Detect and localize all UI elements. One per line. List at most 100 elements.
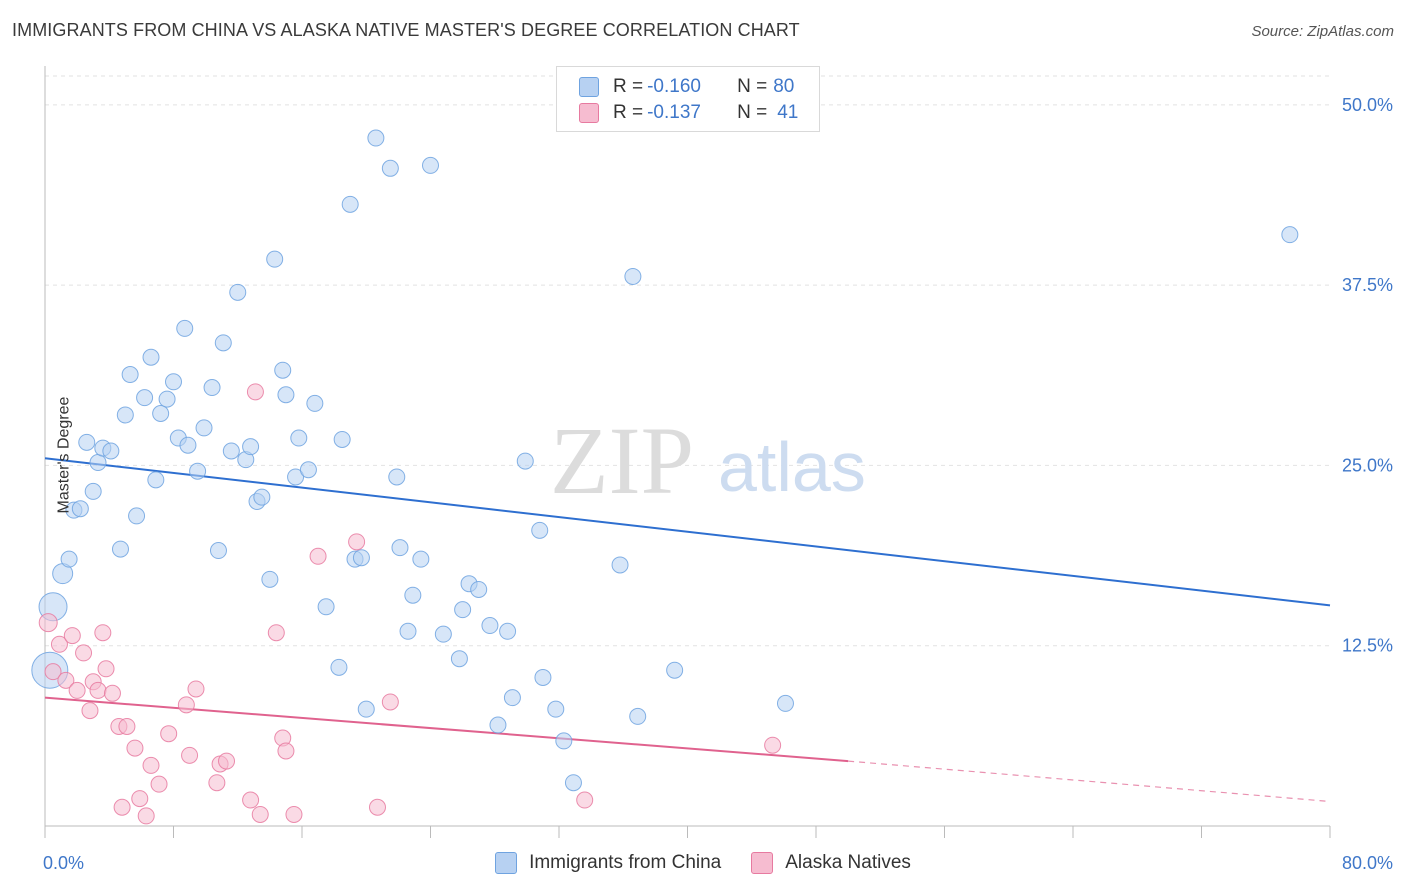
legend-r-label: R = <box>613 102 644 123</box>
legend-n-label: N = <box>737 76 768 97</box>
data-point-alaska <box>267 624 285 642</box>
data-point-china <box>629 707 647 725</box>
data-point-alaska <box>150 775 168 793</box>
y-tick-label: 25.0% <box>1342 455 1393 475</box>
data-point-china <box>203 379 221 397</box>
series-legend-china: Immigrants from China <box>495 852 721 874</box>
data-point-alaska <box>381 693 399 711</box>
data-point-china <box>290 429 308 447</box>
data-point-china <box>776 694 794 712</box>
data-point-china <box>274 361 292 379</box>
legend-r-label: R = <box>613 76 644 97</box>
data-point-alaska <box>113 798 131 816</box>
data-point-china <box>516 452 534 470</box>
data-point-china <box>102 442 120 460</box>
data-point-china <box>624 267 642 285</box>
data-point-china <box>317 598 335 616</box>
data-point-china <box>367 129 385 147</box>
data-point-alaska <box>309 547 327 565</box>
data-point-alaska <box>103 684 121 702</box>
data-point-china <box>564 774 582 792</box>
data-point-china <box>450 650 468 668</box>
data-point-china <box>341 195 359 213</box>
data-point-china <box>60 550 78 568</box>
data-point-china <box>176 319 194 337</box>
data-point-alaska <box>160 725 178 743</box>
data-point-alaska <box>181 746 199 764</box>
data-points <box>31 129 1299 825</box>
data-point-alaska <box>137 807 155 825</box>
data-point-china <box>534 668 552 686</box>
data-point-alaska <box>142 756 160 774</box>
data-point-china <box>422 156 439 174</box>
data-point-alaska <box>285 805 303 823</box>
data-point-china <box>481 617 499 635</box>
legend-r-value-alaska: -0.137 <box>647 102 701 123</box>
series-legend-alaska: Alaska Natives <box>751 852 911 874</box>
legend-row-alaska: R = -0.137 N = 41 <box>579 101 798 125</box>
legend-n-value-china: 80 <box>773 76 795 97</box>
data-point-china <box>352 549 370 567</box>
watermark-zip: ZIP <box>550 407 694 514</box>
data-point-alaska <box>242 791 260 809</box>
data-point-china <box>84 482 102 500</box>
data-point-china <box>71 500 89 518</box>
data-point-alaska <box>764 736 782 754</box>
y-axis-label: Master's Degree <box>55 396 73 514</box>
series-swatch-china <box>495 852 518 874</box>
y-tick-label: 50.0% <box>1342 95 1393 115</box>
data-point-alaska <box>187 680 205 698</box>
data-point-china <box>229 283 247 301</box>
data-point-china <box>214 334 232 352</box>
legend-r-value-china: -0.160 <box>647 76 701 97</box>
data-point-china <box>1281 226 1299 244</box>
legend-n-label: N = <box>737 102 768 123</box>
data-point-china <box>333 430 351 448</box>
data-point-china <box>147 471 165 489</box>
legend-n-value-alaska: 41 <box>777 102 799 123</box>
data-point-china <box>152 405 170 422</box>
data-point-china <box>404 586 422 604</box>
data-point-china <box>381 159 399 177</box>
data-point-china <box>189 462 207 480</box>
legend-row-china: R = -0.160 N = 80 <box>579 75 794 99</box>
data-point-china <box>547 700 565 718</box>
data-point-china <box>531 521 549 539</box>
tick-labels: 12.5% 25.0% 37.5% 50.0% 0.0% 80.0% <box>43 95 1393 873</box>
data-point-alaska <box>177 696 195 714</box>
series-label-china: Immigrants from China <box>529 852 722 873</box>
data-point-china <box>489 716 507 734</box>
data-point-china <box>136 389 154 407</box>
data-point-china <box>399 622 417 640</box>
data-point-china <box>111 540 129 558</box>
y-tick-label: 12.5% <box>1342 636 1393 656</box>
data-point-china <box>78 433 96 451</box>
data-point-alaska <box>126 739 144 757</box>
series-swatch-alaska <box>751 852 774 874</box>
data-point-alaska <box>131 790 149 808</box>
data-point-china <box>142 348 160 366</box>
data-point-alaska <box>89 681 107 699</box>
data-point-china <box>165 373 182 391</box>
data-point-alaska <box>63 627 81 645</box>
data-point-china <box>299 461 317 479</box>
data-point-china <box>158 390 176 408</box>
data-point-alaska <box>68 681 86 699</box>
data-point-china <box>555 732 573 750</box>
series-label-alaska: Alaska Natives <box>785 852 911 873</box>
data-point-china <box>434 625 452 643</box>
data-point-china <box>253 488 271 506</box>
data-point-china <box>454 601 472 619</box>
data-point-china <box>388 468 406 486</box>
data-point-alaska <box>218 752 236 770</box>
legend-swatch-china <box>579 77 599 97</box>
data-point-alaska <box>246 383 264 401</box>
chart-title: IMMIGRANTS FROM CHINA VS ALASKA NATIVE M… <box>12 20 800 40</box>
data-point-alaska <box>81 702 99 720</box>
data-point-alaska <box>94 624 112 642</box>
data-point-china <box>89 454 107 472</box>
legend-swatch-alaska <box>579 103 599 123</box>
data-point-alaska <box>208 774 226 792</box>
data-point-alaska <box>44 663 62 681</box>
